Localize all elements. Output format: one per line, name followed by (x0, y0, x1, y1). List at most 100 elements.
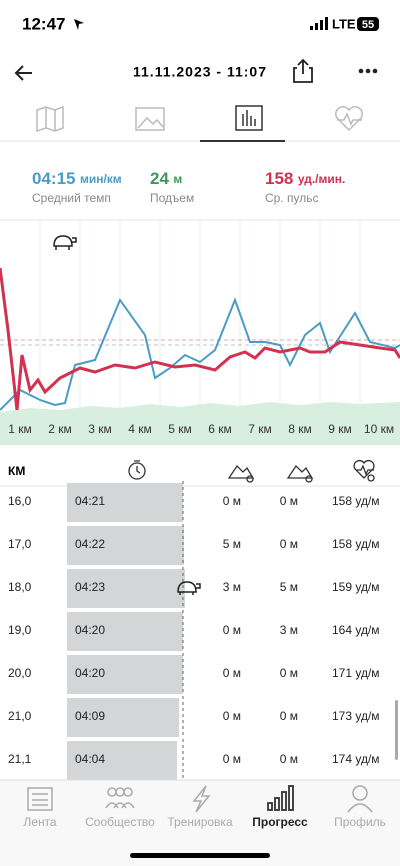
cell: 158 уд/м (332, 537, 380, 551)
x-label: 9 км (328, 422, 352, 436)
photo-tab[interactable] (135, 107, 165, 131)
stats: 04:15 мин/км Средний темп 24 м Подъем 158 уд… (32, 169, 345, 205)
nav-icons (27, 785, 373, 813)
cell: 21,0 (8, 709, 32, 723)
cell: 0 м (280, 494, 298, 508)
x-label: 10 км (364, 422, 394, 436)
nav-item[interactable]: Сообщество (85, 815, 155, 829)
cell: 0 м (223, 666, 241, 680)
stat-number: 04:15 (32, 169, 75, 188)
header-title: 11.11.2023 - 11:07 (133, 64, 267, 80)
cell: 04:04 (75, 752, 105, 766)
map-tab[interactable] (36, 105, 64, 133)
x-label: 7 км (248, 422, 272, 436)
stat-label: Подъем (150, 191, 194, 205)
cell: 18,0 (8, 580, 32, 594)
nav-icon-active (267, 785, 294, 811)
cell: 04:22 (75, 537, 105, 551)
cell: 174 уд/м (332, 752, 380, 766)
cell: 0 м (280, 709, 298, 723)
cell: 3 м (280, 623, 298, 637)
home-indicator (130, 853, 270, 858)
x-label: 1 км (8, 422, 32, 436)
location-icon (74, 19, 84, 30)
cell: 0 м (223, 752, 241, 766)
cell: 20,0 (8, 666, 32, 680)
x-label: 6 км (208, 422, 232, 436)
turtle-icon (53, 235, 77, 250)
cell: 04:20 (75, 666, 105, 680)
turtle-marker (177, 581, 201, 595)
pace-bar (67, 612, 183, 651)
heart-rate-line (0, 267, 400, 411)
cell: 04:20 (75, 623, 105, 637)
cell: 0 м (280, 752, 298, 766)
stat-unit: м (173, 172, 182, 186)
table-header: КМ (8, 464, 25, 478)
nav-item[interactable]: Тренировка (167, 815, 233, 829)
more-button[interactable] (358, 68, 378, 74)
stat-unit: уд./мин. (298, 172, 346, 186)
stat-unit: мин/км (80, 172, 122, 186)
time: 12:47 (22, 14, 65, 33)
battery-level: 55 (362, 19, 374, 31)
nav-item[interactable]: Профиль (334, 815, 386, 829)
x-label: 8 км (288, 422, 312, 436)
cell: 21,1 (8, 752, 32, 766)
x-label: 3 км (88, 422, 112, 436)
nav-item[interactable]: Прогресс (252, 815, 308, 829)
scrollbar (395, 700, 398, 760)
cell: 04:09 (75, 709, 105, 723)
cell: 5 м (280, 580, 298, 594)
back-button[interactable] (14, 65, 32, 81)
cell: 0 м (280, 666, 298, 680)
stat-value: 24 м (150, 169, 182, 188)
stat-number: 158 (265, 169, 293, 188)
cell: 0 м (280, 537, 298, 551)
pace-bar (67, 741, 177, 780)
chart-grid (39, 220, 361, 420)
stats-tab[interactable] (235, 105, 263, 131)
cell: 19,0 (8, 623, 32, 637)
heart-tab[interactable] (335, 106, 363, 132)
elevation-area (0, 402, 400, 445)
cell: 16,0 (8, 494, 32, 508)
cell: 164 уд/м (332, 623, 380, 637)
pace-line (0, 297, 400, 411)
pace-bar (67, 655, 183, 694)
x-label: 2 км (48, 422, 72, 436)
stat-label: Ср. пульс (265, 191, 319, 205)
pace-bar (67, 483, 183, 522)
share-button[interactable] (293, 58, 313, 83)
stat-value: 158 уд./мин. (265, 169, 345, 188)
battery (357, 17, 379, 31)
cell: 04:23 (75, 580, 105, 594)
signal-icon (310, 17, 328, 30)
cell: 173 уд/м (332, 709, 380, 723)
cell: 04:21 (75, 494, 105, 508)
x-label: 5 км (168, 422, 192, 436)
x-label: 4 км (128, 422, 152, 436)
pace-bar (67, 526, 184, 565)
x-axis: 1 км 2 км 3 км 4 км 5 км 6 км 7 км 8 км 9 км 10 к… (8, 422, 394, 436)
cell: 5 м (223, 537, 241, 551)
cell: 17,0 (8, 537, 32, 551)
cell: 3 м (223, 580, 241, 594)
cell: 0 м (223, 709, 241, 723)
cell: 158 уд/м (332, 494, 380, 508)
stat-number: 24 (150, 169, 169, 188)
cell: 0 м (223, 494, 241, 508)
table: 16,0 04:21 0 м 0 м 158 уд/м 17,0 04:22 5 м 0 м 15… (8, 481, 380, 781)
nav-item[interactable]: Лента (23, 815, 57, 829)
nav: Лента Сообщество Тренировка Прогресс Профиль (23, 815, 386, 829)
cell: 171 уд/м (332, 666, 380, 680)
column-icons (128, 459, 375, 483)
cell: 159 уд/м (332, 580, 380, 594)
stat-value: 04:15 мин/км (32, 169, 122, 188)
network: LTE (332, 16, 356, 31)
cell: 0 м (223, 623, 241, 637)
pace-bar (67, 698, 179, 737)
stat-label: Средний темп (32, 191, 111, 205)
